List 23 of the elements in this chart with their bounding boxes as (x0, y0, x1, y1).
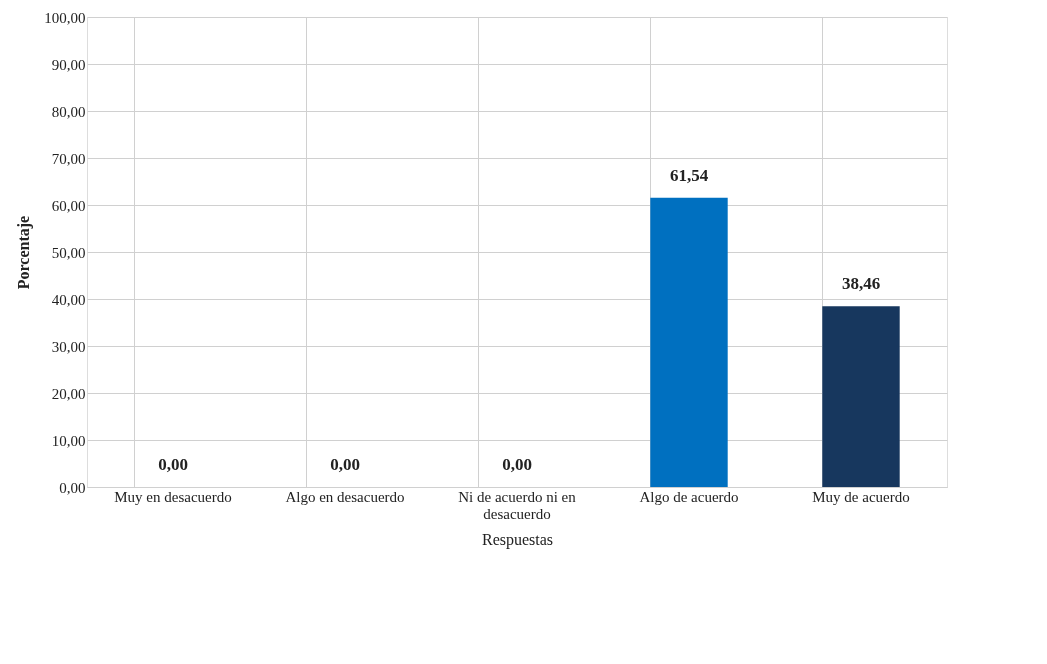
data-label: 0,00 (330, 455, 360, 474)
y-tick-label: 50,00 (51, 244, 86, 261)
x-tick-label: Ni de acuerdo ni en desacuerdo (458, 488, 577, 522)
data-label: 0,00 (502, 455, 532, 474)
y-tick-label: 20,00 (51, 385, 86, 402)
x-tick-label: Muy en desacuerdo (114, 488, 232, 505)
x-tick-label: Muy de acuerdo (812, 488, 910, 505)
y-tick-label: 30,00 (51, 338, 86, 355)
y-tick-label: 0,00 (59, 479, 86, 496)
data-label: 0,00 (158, 455, 188, 474)
y-tick-label: 100,00 (44, 9, 86, 26)
y-tick-label: 90,00 (51, 56, 86, 73)
y-tick-label: 60,00 (51, 197, 86, 214)
y-tick-label: 40,00 (51, 291, 86, 308)
y-axis-title: Porcentaje (15, 215, 34, 290)
data-label: 61,54 (669, 165, 709, 185)
x-tick-label: Algo en desacuerdo (285, 488, 405, 505)
y-tick-label: 80,00 (51, 103, 86, 120)
x-tick-label: Algo de acuerdo (639, 488, 739, 505)
x-axis-title: Respuestas (481, 530, 554, 549)
y-tick-label: 10,00 (51, 432, 86, 449)
data-label: 38,46 (841, 274, 881, 294)
y-tick-label: 70,00 (51, 150, 86, 167)
